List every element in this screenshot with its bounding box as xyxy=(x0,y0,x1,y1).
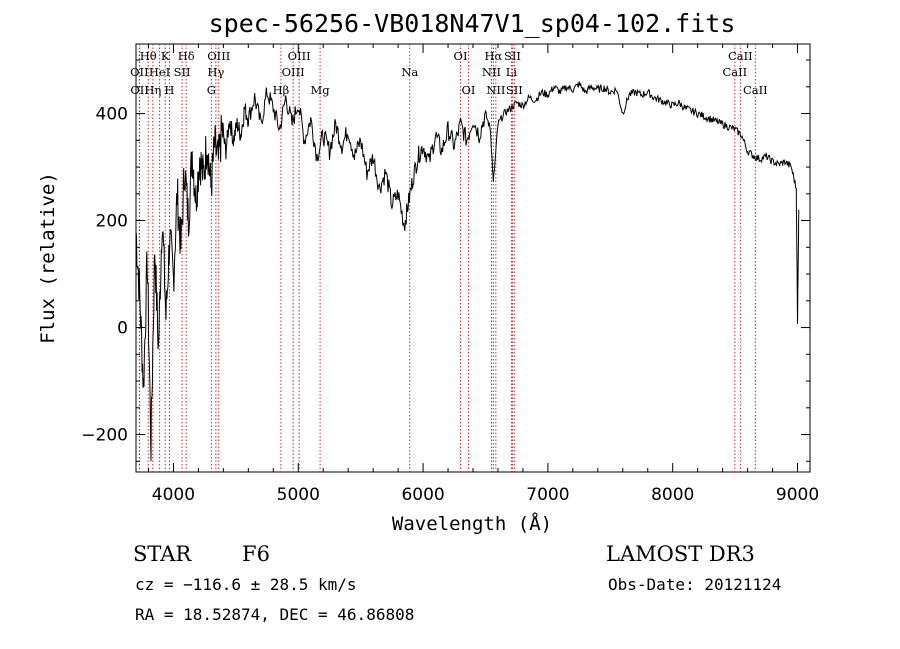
line-marker-label: Na xyxy=(401,65,418,79)
line-marker-label: CaII xyxy=(728,49,753,63)
line-marker-label: CaII xyxy=(743,83,768,97)
line-marker-label: NII xyxy=(486,83,505,97)
line-marker-label: G xyxy=(207,83,216,97)
object-subclass: F6 xyxy=(242,542,270,566)
line-marker-label: Hα xyxy=(484,49,502,63)
line-marker-label: Hη xyxy=(144,83,161,97)
x-axis-label: Wavelength (Å) xyxy=(392,512,552,535)
x-tick-label: 6000 xyxy=(401,485,444,505)
plot-area xyxy=(135,43,811,473)
line-marker-label: H xyxy=(164,83,174,97)
chart-title: spec-56256-VB018N47V1_sp04-102.fits xyxy=(209,9,736,38)
plot-border xyxy=(135,43,811,473)
line-marker-label: OIII xyxy=(288,49,311,63)
x-tick-label: 7000 xyxy=(526,485,569,505)
y-tick-label: 400 xyxy=(96,105,128,125)
x-tick-label: 8000 xyxy=(651,485,694,505)
line-marker-label: Mg xyxy=(311,83,331,97)
spectral-line-markers xyxy=(138,44,756,472)
line-marker-label: HeI xyxy=(149,65,170,79)
y-tick-label: 200 xyxy=(96,212,128,232)
line-marker-label: Hθ xyxy=(140,49,157,63)
object-class: STAR xyxy=(133,542,192,566)
line-marker-label: OII xyxy=(130,65,149,79)
line-marker-label: Hγ xyxy=(207,65,224,79)
line-marker-label: NII xyxy=(482,65,501,79)
line-marker-label: OI xyxy=(462,83,476,97)
line-marker-label: CaII xyxy=(722,65,747,79)
line-marker-label: K xyxy=(161,49,170,63)
y-tick-label: 0 xyxy=(117,319,128,339)
spectrum-series xyxy=(135,81,800,462)
y-axis-label: Flux (relative) xyxy=(37,172,59,344)
spectrum-line xyxy=(135,81,800,462)
x-axis: 4000 5000 6000 7000 8000 9000 xyxy=(147,44,819,505)
x-tick-label: 9000 xyxy=(776,485,819,505)
obs-date: Obs-Date: 20121124 xyxy=(608,575,781,594)
line-marker-label: OIII xyxy=(207,49,230,63)
x-tick-label: 4000 xyxy=(152,485,195,505)
line-marker-label: SII xyxy=(506,83,523,97)
line-marker-label: SII xyxy=(504,49,521,63)
line-marker-label: SII xyxy=(174,65,191,79)
x-tick-label: 5000 xyxy=(277,485,320,505)
line-marker-label: OIII xyxy=(282,65,305,79)
line-marker-label: Hβ xyxy=(273,83,290,97)
y-axis: −200 0 200 400 xyxy=(81,59,810,462)
coordinates: RA = 18.52874, DEC = 46.86808 xyxy=(135,605,414,624)
y-tick-label: −200 xyxy=(81,426,128,446)
line-marker-label: OII xyxy=(130,83,149,97)
line-marker-label: Hδ xyxy=(178,49,195,63)
line-marker-label: OI xyxy=(454,49,468,63)
survey-name: LAMOST DR3 xyxy=(606,542,755,566)
redshift-text: cz = −116.6 ± 28.5 km/s xyxy=(135,575,357,594)
line-marker-label: Li xyxy=(506,65,518,79)
